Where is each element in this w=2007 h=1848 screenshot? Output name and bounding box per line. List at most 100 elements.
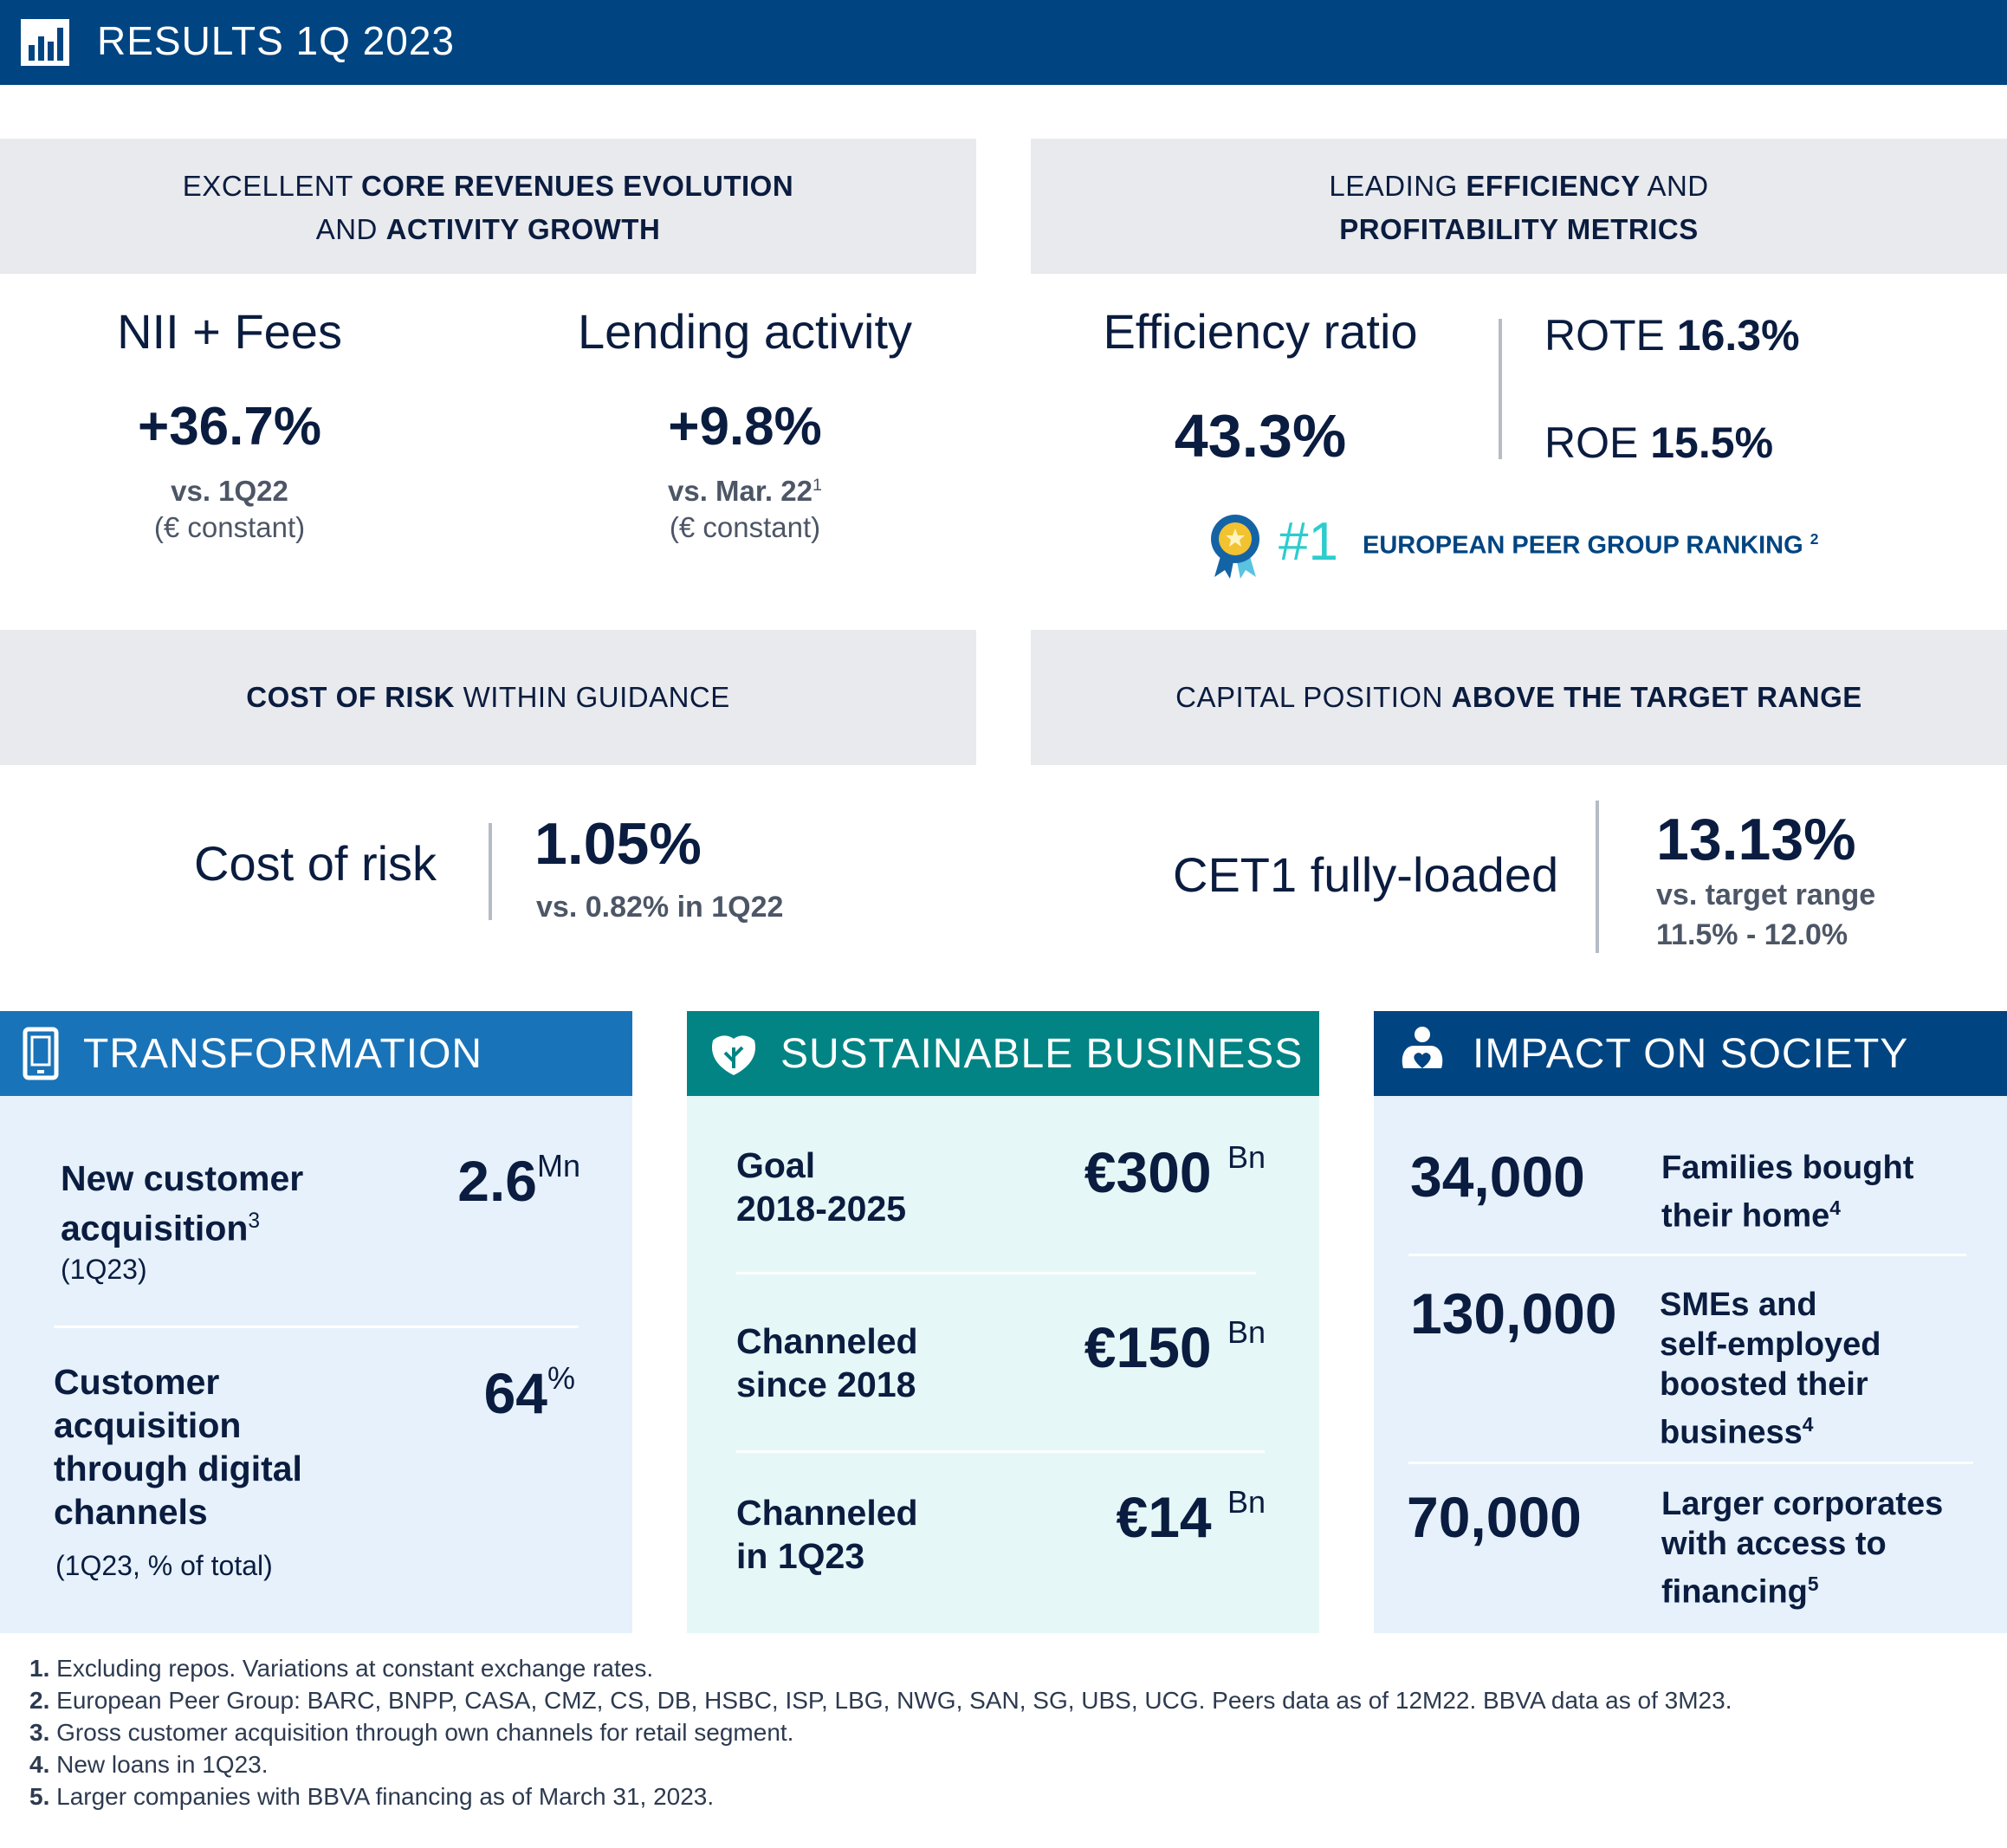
section-risk-bold: COST OF RISK — [246, 681, 455, 713]
cet1-sub2: 11.5% - 12.0% — [1656, 918, 1848, 951]
transformation-header: TRANSFORMATION — [0, 1011, 632, 1096]
footnote-3-number: 3. — [29, 1719, 50, 1746]
footnote-2: 2. European Peer Group: BARC, BNPP, CASA… — [29, 1687, 1732, 1715]
divider — [54, 1326, 579, 1328]
corporates-desc-line2: with access to — [1661, 1526, 1887, 1562]
nii-metric: NII + Fees +36.7% vs. 1Q22 (€ constant) — [52, 303, 407, 544]
ranking-label: EUROPEAN PEER GROUP RANKING — [1363, 531, 1803, 560]
new-customer-unit: Mn — [536, 1148, 580, 1183]
new-customer-desc-line2: acquisition — [61, 1208, 249, 1248]
roe-value: 15.5% — [1650, 418, 1774, 467]
smes-value: 130,000 — [1410, 1281, 1617, 1345]
goal-number: €300 — [1084, 1140, 1212, 1204]
section-core-line2-bold: ACTIVITY GROWTH — [385, 213, 661, 245]
section-efficiency-line2: PROFITABILITY METRICS — [1031, 208, 2007, 251]
footnote-1-number: 1. — [29, 1655, 50, 1682]
channeled-1q23-unit: Bn — [1227, 1484, 1266, 1520]
section-core-header: EXCELLENT CORE REVENUES EVOLUTION AND AC… — [0, 139, 976, 274]
divider-cet1 — [1596, 801, 1599, 953]
nii-label: NII + Fees — [117, 304, 342, 359]
cet1-sub1: vs. target range — [1656, 879, 1876, 911]
section-efficiency-post: AND — [1640, 170, 1709, 202]
new-customer-value: 2.6Mn — [457, 1148, 580, 1214]
cet1-label: CET1 fully-loaded — [1173, 847, 1559, 902]
cost-of-risk-label: Cost of risk — [194, 836, 437, 891]
digital-acquisition-desc: Customer acquisition through digital cha… — [54, 1360, 302, 1534]
digital-desc-line4: channels — [54, 1492, 208, 1532]
ranking-number: #1 — [1279, 512, 1338, 572]
section-core-pre: EXCELLENT — [182, 170, 361, 202]
society-title: IMPACT ON SOCIETY — [1473, 1031, 1909, 1077]
footnote-4-text: New loans in 1Q23. — [49, 1751, 269, 1778]
nii-sub2: (€ constant) — [153, 511, 306, 543]
nii-sub: vs. 1Q22 — [171, 475, 288, 507]
section-capital-header: CAPITAL POSITION ABOVE THE TARGET RANGE — [1031, 630, 2007, 765]
cost-of-risk-value: 1.05% — [534, 811, 702, 877]
corporates-value: 70,000 — [1407, 1485, 1582, 1549]
footnote-4-number: 4. — [29, 1751, 50, 1778]
channeled-2018-value: €150 Bn — [1084, 1314, 1266, 1380]
smes-desc-line2: self-employed — [1660, 1326, 1881, 1363]
section-efficiency-line2-bold: PROFITABILITY METRICS — [1339, 213, 1699, 245]
channeled-1q23-line1: Channeled — [736, 1493, 918, 1533]
lending-metric: Lending activity +9.8% vs. Mar. 221 (€ c… — [537, 303, 953, 544]
footnote-5: 5. Larger companies with BBVA financing … — [29, 1783, 714, 1811]
lending-footnote-ref: 1 — [812, 476, 822, 495]
channeled-1q23-value: €14 Bn — [1116, 1484, 1266, 1550]
rote-metric: ROTE 16.3% — [1544, 310, 1800, 360]
footnote-3: 3. Gross customer acquisition through ow… — [29, 1719, 793, 1747]
channeled-2018-line2: since 2018 — [736, 1365, 916, 1404]
efficiency-value: 43.3% — [1174, 402, 1347, 470]
section-capital-pre: CAPITAL POSITION — [1175, 681, 1452, 713]
families-desc-line2: their home — [1661, 1197, 1830, 1235]
footnote-2-number: 2. — [29, 1687, 50, 1714]
digital-desc-line1: Customer — [54, 1362, 220, 1402]
society-panel: 34,000 Families bought their home4 130,0… — [1374, 1096, 2007, 1633]
leaf-icon — [712, 1035, 755, 1075]
section-risk-post: WITHIN GUIDANCE — [454, 681, 730, 713]
digital-acquisition-value: 64% — [484, 1360, 575, 1426]
ranking-footnote-ref: 2 — [1810, 530, 1819, 548]
channeled-2018-desc: Channeled since 2018 — [736, 1320, 918, 1406]
cost-of-risk-sub: vs. 0.82% in 1Q22 — [536, 891, 784, 924]
section-core-line2-pre: AND — [315, 213, 386, 245]
footnote-5-text: Larger companies with BBVA financing as … — [49, 1783, 715, 1810]
digital-desc-line3: through digital — [54, 1449, 302, 1488]
corporates-desc-line1: Larger corporates — [1661, 1486, 1944, 1522]
footnote-5-number: 5. — [29, 1783, 50, 1810]
channeled-1q23-desc: Channeled in 1Q23 — [736, 1491, 918, 1578]
divider — [1408, 1254, 1966, 1256]
footnote-4: 4. New loans in 1Q23. — [29, 1751, 269, 1779]
families-desc-line1: Families bought — [1661, 1150, 1914, 1186]
channeled-2018-line1: Channeled — [736, 1321, 918, 1361]
sustainable-header: SUSTAINABLE BUSINESS — [687, 1011, 1319, 1096]
digital-desc-line2: acquisition — [54, 1405, 242, 1445]
goal-desc-line2: 2018-2025 — [736, 1189, 907, 1229]
goal-unit: Bn — [1227, 1139, 1266, 1175]
corporates-desc: Larger corporates with access to financi… — [1661, 1484, 1943, 1612]
people-heart-icon — [1402, 1027, 1443, 1068]
cet1-value: 13.13% — [1656, 807, 1856, 872]
sustainable-title: SUSTAINABLE BUSINESS — [780, 1031, 1304, 1077]
efficiency-metric: Efficiency ratio 43.3% — [1070, 303, 1451, 470]
channeled-2018-number: €150 — [1084, 1315, 1212, 1379]
section-efficiency-line1: LEADING EFFICIENCY AND — [1031, 165, 2007, 208]
section-capital-bold: ABOVE THE TARGET RANGE — [1451, 681, 1862, 713]
digital-acquisition-note: (1Q23, % of total) — [55, 1550, 273, 1581]
families-desc: Families bought their home4 — [1661, 1148, 1913, 1236]
section-core-line1: EXCELLENT CORE REVENUES EVOLUTION — [0, 165, 976, 208]
goal-desc: Goal 2018-2025 — [736, 1144, 906, 1230]
sustainable-panel: Goal 2018-2025 €300 Bn Channeled since 2… — [687, 1096, 1319, 1633]
new-customer-note: (1Q23) — [61, 1254, 147, 1285]
society-header: IMPACT ON SOCIETY — [1374, 1011, 2007, 1096]
transformation-panel: New customer acquisition3 (1Q23) 2.6Mn C… — [0, 1096, 632, 1633]
goal-desc-line1: Goal — [736, 1145, 816, 1185]
section-capital-line: CAPITAL POSITION ABOVE THE TARGET RANGE — [1031, 676, 2007, 719]
tablet-icon — [23, 1027, 59, 1080]
smes-desc-line1: SMEs and — [1660, 1287, 1817, 1323]
new-customer-desc: New customer acquisition3 — [61, 1157, 303, 1250]
ranking-text: EUROPEAN PEER GROUP RANKING 2 — [1363, 530, 1818, 561]
section-efficiency-bold: EFFICIENCY — [1466, 170, 1641, 202]
divider — [736, 1450, 1265, 1453]
smes-desc: SMEs and self-employed boosted their bus… — [1660, 1285, 1881, 1453]
